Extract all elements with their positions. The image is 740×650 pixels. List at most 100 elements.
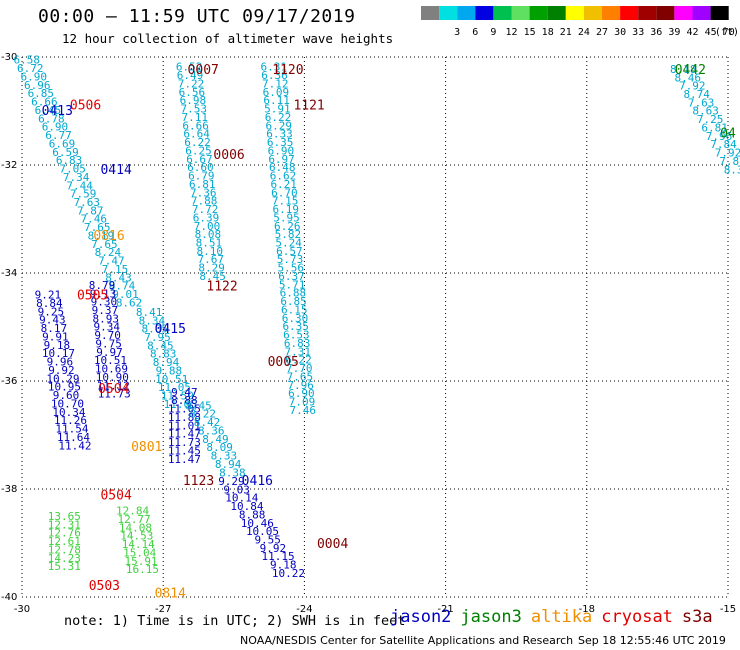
wave-height-value: 6.90 [268, 144, 295, 157]
satellite-legend: jason2 jason3 altika cryosat s3a [390, 607, 722, 627]
wave-height-value: 7.15 [272, 195, 299, 208]
wave-height-value: 8.84 [36, 297, 63, 310]
wave-height-value: 11.47 [168, 453, 201, 466]
x-tick-label: -15 [720, 604, 736, 615]
colorbar-swatch [656, 6, 675, 20]
wave-height-value: 8.88 [239, 508, 266, 521]
legend-item-s3a: s3a [681, 607, 713, 627]
wave-height-value: 5.73 [277, 253, 304, 266]
wave-height-value: 15.31 [48, 560, 81, 573]
x-tick-label: -18 [579, 604, 595, 615]
colorbar-swatch [475, 6, 494, 20]
colorbar-swatch [439, 6, 458, 20]
wave-height-value: 7.92 [679, 80, 706, 93]
wave-height-value: 8.09 [206, 441, 233, 454]
pass-time-label: 0007 [188, 63, 219, 78]
wave-height-value: 7.65 [287, 370, 314, 383]
pass-time-label: 0413 [42, 104, 73, 119]
colorbar-tick-label: 12 [505, 27, 517, 38]
wave-height-value: 8.83 [150, 348, 177, 361]
pass-time-label: 0801 [131, 440, 162, 455]
colorbar-swatch [565, 6, 584, 20]
wave-height-value: 11.64 [57, 431, 90, 444]
wave-height-value: 7.46 [290, 404, 317, 417]
wave-height-value: 8.36 [724, 163, 740, 176]
wave-height-value: 9.43 [39, 314, 66, 327]
colorbar-tick-label: 30 [614, 27, 626, 38]
pass-time-label: 0816 [93, 229, 124, 244]
wave-height-value: 7.96 [287, 379, 314, 392]
wave-height-value: 7.53 [181, 103, 208, 116]
colorbar-tick-label: 18 [542, 27, 554, 38]
wave-height-value: 9.91 [42, 330, 69, 343]
wave-height-value: 7.00 [194, 220, 221, 233]
wave-height-value: 6.53 [283, 329, 310, 342]
wave-height-value: 8.62 [116, 296, 143, 309]
wave-height-value: 6.59 [52, 146, 79, 159]
colorbar-swatch [421, 6, 440, 20]
wave-height-value: 6.83 [284, 337, 311, 350]
wave-height-value: 8.45 [147, 339, 174, 352]
wave-height-value: 8.38 [219, 466, 246, 479]
wave-height-value: 10.84 [230, 500, 263, 513]
wave-height-value: 6.69 [49, 137, 76, 150]
wave-height-value: 6.60 [187, 161, 214, 174]
wave-height-value: 15.04 [123, 546, 156, 559]
wave-height-value: 12.84 [116, 505, 149, 518]
wave-height-value: 8.49 [202, 433, 229, 446]
wave-height-value: 6.70 [271, 186, 298, 199]
wave-height-value: 8.17 [41, 322, 68, 335]
wave-height-value: 5.95 [273, 211, 300, 224]
wave-height-value: 8.24 [95, 246, 122, 259]
wave-height-value: 6.97 [268, 153, 295, 166]
wave-height-value: 11.05 [158, 381, 191, 394]
wave-height-value: 6.26 [274, 220, 301, 233]
wave-height-value: 6.66 [182, 119, 209, 132]
y-tick-label: -34 [1, 268, 17, 279]
wave-height-value: 8.45 [185, 399, 212, 412]
wave-height-value: 8.79 [89, 279, 116, 292]
wave-height-value: 6.62 [270, 170, 297, 183]
pass-time-label: 0505 [77, 289, 108, 304]
wave-height-value: 11.05 [164, 398, 197, 411]
colorbar-tick-label: 9 [490, 27, 496, 38]
wave-height-value: 14.23 [48, 552, 81, 565]
colorbar-swatch [529, 6, 548, 20]
wave-height-value: 7.67 [197, 253, 224, 266]
wave-height-value: 6.77 [45, 129, 72, 142]
wave-height-value: 9.25 [38, 305, 65, 318]
wave-height-value: 8.94 [215, 458, 242, 471]
legend-item-jason3: jason3 [460, 607, 522, 627]
wave-height-value: 6.81 [189, 178, 216, 191]
wave-height-value: 8.74 [109, 280, 136, 293]
wave-height-value: 7.96 [706, 130, 733, 143]
wave-height-value: 7.25 [697, 113, 724, 126]
wave-height-value: 8.18 [670, 63, 697, 76]
wave-height-value: 6.96 [24, 79, 51, 92]
wave-height-value: 10.46 [241, 517, 274, 530]
wave-height-value: 10.22 [272, 567, 305, 580]
wave-height-value: 12.78 [48, 543, 81, 556]
colorbar-tick-label: 21 [560, 27, 572, 38]
wave-height-value: 7.34 [63, 171, 90, 184]
wave-height-value: 6.09 [263, 86, 290, 99]
pass-time-label: 0005 [268, 355, 299, 370]
legend-item-jason2: jason2 [390, 607, 452, 627]
colorbar-swatch [583, 6, 602, 20]
wave-height-value: 7.65 [84, 221, 111, 234]
wave-height-value: 7.59 [70, 188, 97, 201]
pass-time-label: 0416 [242, 474, 273, 489]
wave-height-value: 6.67 [186, 153, 213, 166]
wave-height-value: 10.14 [225, 492, 258, 505]
colorbar-tick-label: 33 [632, 27, 644, 38]
chart-title: 00:00 – 11:59 UTC 09/17/2019 [38, 6, 356, 27]
wave-height-value: 11.01 [168, 419, 201, 432]
wave-height-value: 6.22 [184, 136, 211, 149]
wave-height-value: 16.15 [126, 563, 159, 576]
colorbar-swatch [692, 6, 711, 20]
wave-height-value: 7.70 [286, 362, 313, 375]
wave-height-value: 6.19 [273, 203, 300, 216]
wave-height-value: 6.90 [21, 70, 48, 83]
pass-time-label: 1120 [272, 63, 303, 78]
